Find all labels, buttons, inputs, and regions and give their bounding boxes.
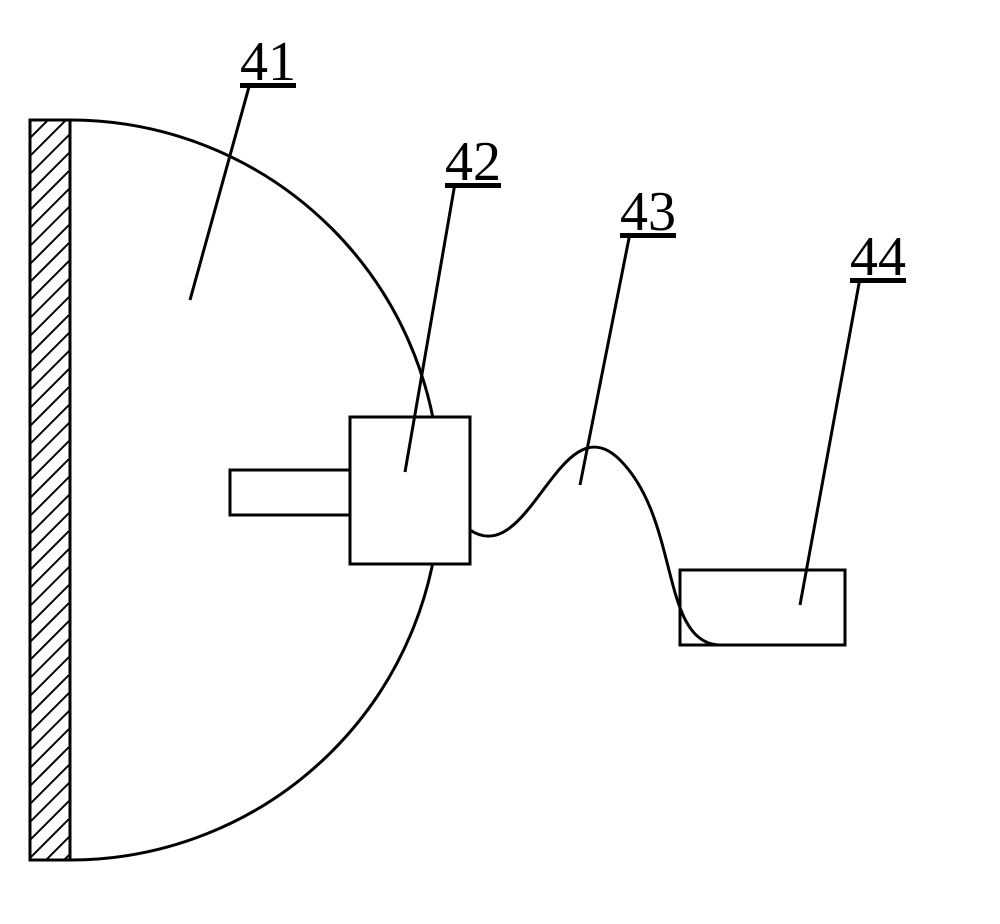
leader-line-41 [190,83,250,300]
leader-line-44 [800,278,860,605]
wall-hatch [25,75,75,924]
leader-line-43 [580,233,630,485]
label-42: 42 [445,130,501,194]
label-44: 44 [850,225,906,289]
feed-stub [230,470,350,515]
label-41: 41 [240,30,296,94]
far-box [680,570,845,645]
label-43: 43 [620,180,676,244]
